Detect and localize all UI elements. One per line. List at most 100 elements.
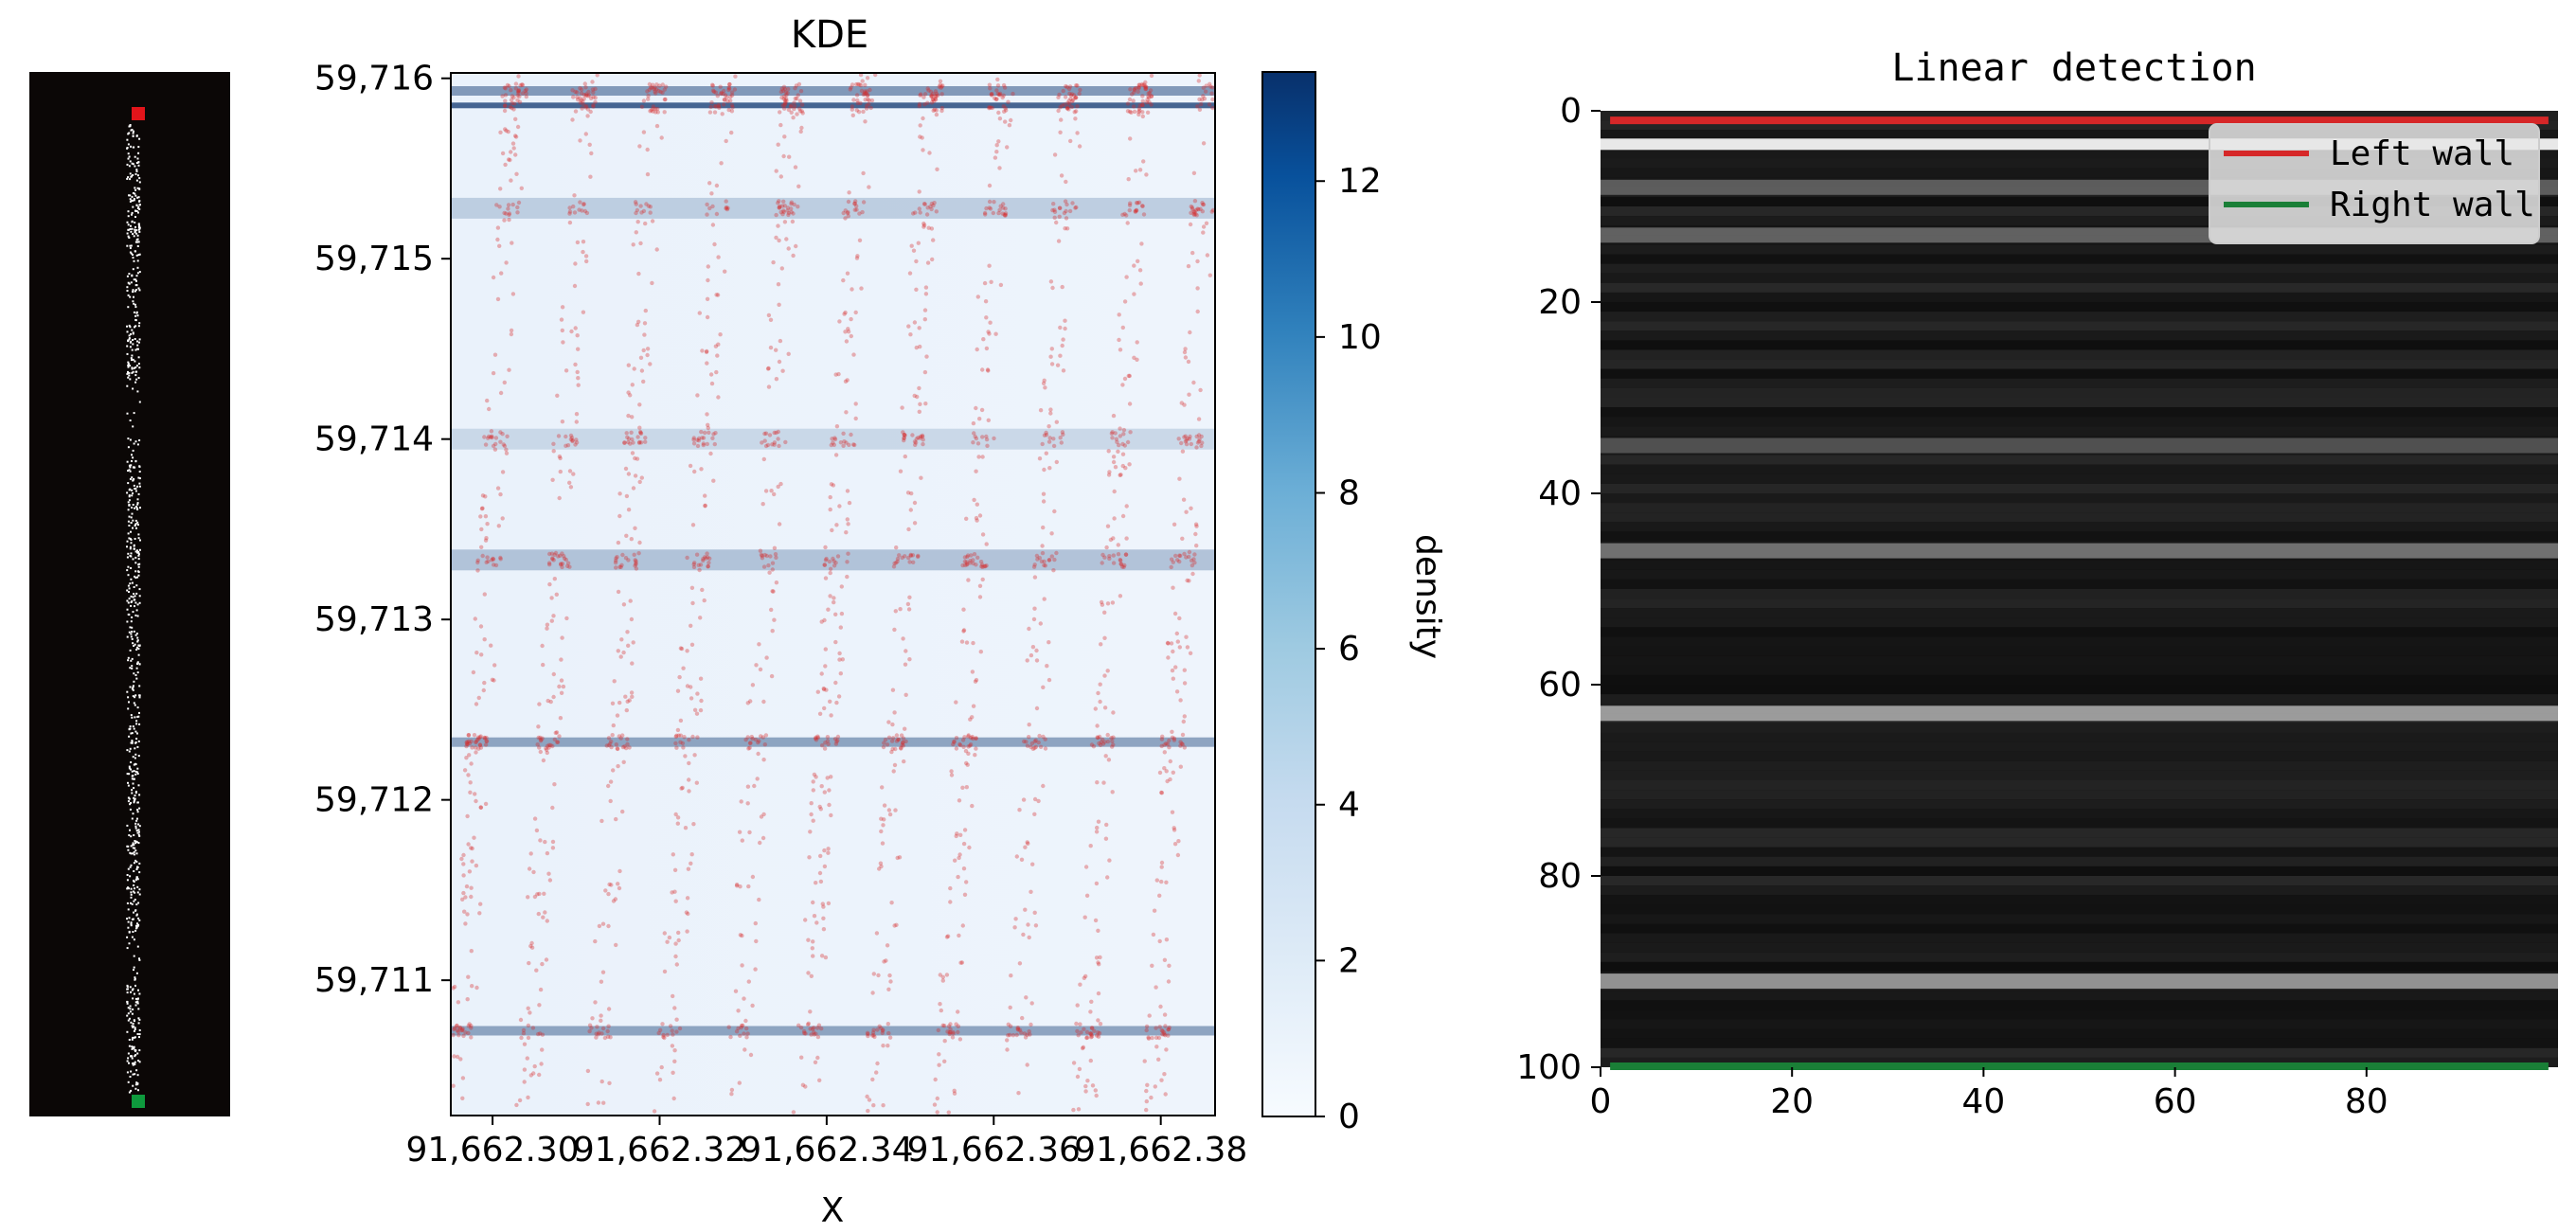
kde-point <box>503 162 508 168</box>
kde-point <box>522 1042 528 1046</box>
strip-point <box>136 801 139 804</box>
kde-point <box>1182 745 1188 750</box>
kde-point <box>475 568 480 573</box>
kde-point <box>573 326 578 330</box>
strip-point <box>127 437 130 440</box>
strip-point <box>137 553 140 556</box>
kde-point <box>617 885 622 891</box>
kde-point <box>768 345 774 350</box>
kde-point <box>849 316 853 322</box>
kde-point <box>998 204 1003 208</box>
kde-point <box>1207 102 1212 107</box>
kde-point <box>579 91 584 96</box>
kde-point <box>905 491 911 495</box>
kde-point <box>712 441 717 447</box>
kde-point <box>1188 222 1193 227</box>
kde-point <box>614 942 618 948</box>
kde-point <box>1162 1072 1167 1077</box>
kde-point <box>621 602 627 607</box>
kde-point <box>1089 999 1094 1005</box>
kde-point <box>994 150 999 154</box>
kde-point <box>936 93 940 98</box>
kde-point <box>902 436 906 440</box>
linear-detection-row <box>1601 1038 2558 1048</box>
kde-point <box>1190 562 1195 568</box>
kde-point <box>1098 682 1102 687</box>
kde-point <box>911 560 916 564</box>
kde-point <box>781 153 786 159</box>
kde-point <box>716 342 721 347</box>
kde-point <box>977 417 982 421</box>
kde-point <box>586 89 591 95</box>
kde-point <box>484 560 489 564</box>
kde-point <box>909 243 914 248</box>
kde-point <box>1178 764 1184 769</box>
kde-point <box>481 687 486 693</box>
kde-point <box>672 1006 677 1010</box>
kde-point <box>901 430 905 435</box>
kde-point <box>670 1044 675 1048</box>
strip-point <box>138 1061 141 1063</box>
kde-point <box>457 1025 463 1030</box>
strip-point <box>130 1055 133 1058</box>
kde-point <box>1175 558 1180 562</box>
kde-point <box>584 210 590 216</box>
kde-point <box>1101 780 1106 785</box>
kde-point <box>994 143 999 148</box>
kde-point <box>712 103 717 109</box>
strip-point <box>127 848 130 851</box>
strip-point <box>137 476 140 479</box>
kde-point <box>1111 561 1117 565</box>
kde-point <box>1031 564 1037 569</box>
strip-point <box>138 289 141 292</box>
kde-point <box>510 94 515 98</box>
strip-point <box>128 1091 131 1094</box>
kde-point <box>1113 465 1118 470</box>
kde-point <box>914 287 919 292</box>
kde-point <box>547 551 552 557</box>
kde-point <box>1039 559 1045 564</box>
kde-point <box>491 556 495 562</box>
kde-point <box>1188 434 1192 439</box>
colorbar-label: density <box>1408 534 1447 659</box>
strip-point <box>134 1083 137 1086</box>
kde-point <box>930 257 935 262</box>
kde-point <box>966 733 971 738</box>
kde-point <box>716 255 721 259</box>
kde-point <box>1120 441 1125 447</box>
kde-point <box>791 116 796 120</box>
kde-point <box>498 130 503 134</box>
kde-point <box>822 562 828 567</box>
strip-point <box>126 988 129 991</box>
strip-point <box>138 992 141 995</box>
kde-point <box>689 696 694 701</box>
kde-point <box>654 123 660 129</box>
kde-point <box>737 830 742 834</box>
kde-point <box>488 435 493 439</box>
kde-point <box>538 838 543 843</box>
kde-point <box>989 279 993 284</box>
kde-point <box>1107 470 1112 474</box>
kde-point <box>641 379 646 384</box>
kde-point <box>550 556 555 561</box>
strip-point <box>135 830 138 832</box>
kde-point <box>826 847 831 851</box>
kde-point <box>1070 201 1075 205</box>
kde-point <box>672 1048 677 1053</box>
kde-point <box>473 616 477 621</box>
kde-point <box>569 436 575 440</box>
kde-point <box>785 91 790 96</box>
kde-point <box>845 210 850 216</box>
strip-point <box>134 643 136 646</box>
kde-point <box>1115 439 1119 444</box>
kde-point <box>880 785 885 790</box>
strip-point <box>129 866 132 868</box>
kde-point <box>532 1063 537 1069</box>
kde-point <box>888 979 893 984</box>
strip-point <box>126 177 129 180</box>
kde-point <box>516 89 521 94</box>
kde-point <box>1160 1028 1165 1034</box>
kde-point <box>1177 559 1182 564</box>
kde-point <box>916 436 921 440</box>
